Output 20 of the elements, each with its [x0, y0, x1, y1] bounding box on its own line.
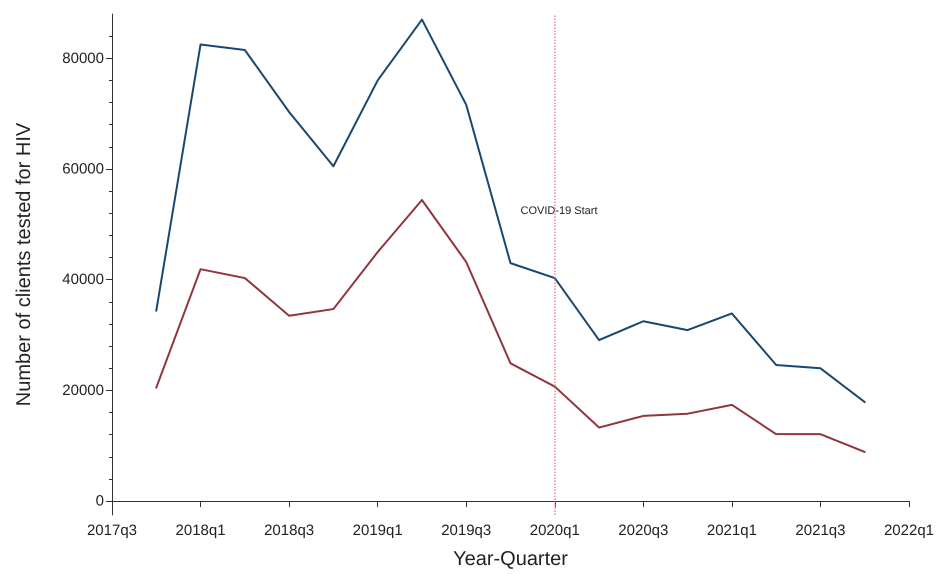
- y-axis-title: Number of clients tested for HIV: [13, 122, 35, 406]
- x-tick-label: 2021q1: [706, 522, 757, 539]
- y-tick-label: 80000: [62, 50, 104, 67]
- y-tick-label: 0: [96, 492, 104, 510]
- x-tick-label: 2021q3: [795, 522, 846, 539]
- x-tick-label: 2017q3: [86, 522, 138, 539]
- x-tick-label: 2018q1: [176, 522, 226, 539]
- x-tick-label: 2022q1: [884, 522, 934, 539]
- x-tick-label: 2020q1: [530, 522, 580, 539]
- x-tick-label: 2018q3: [264, 522, 314, 539]
- y-tick-label: 20000: [62, 382, 104, 399]
- x-tick-label: 2020q3: [618, 522, 668, 539]
- line-series: [155, 18, 866, 404]
- x-tick-label: 2019q3: [441, 522, 492, 539]
- y-tick-label: 40000: [62, 271, 104, 288]
- x-tick-label: 2019q1: [352, 522, 403, 539]
- ref-line-label: COVID-19 Start: [520, 204, 598, 217]
- x-axis-title: Year-Quarter: [453, 548, 568, 570]
- y-tick-label: 60000: [62, 160, 104, 178]
- line-series: [155, 199, 866, 453]
